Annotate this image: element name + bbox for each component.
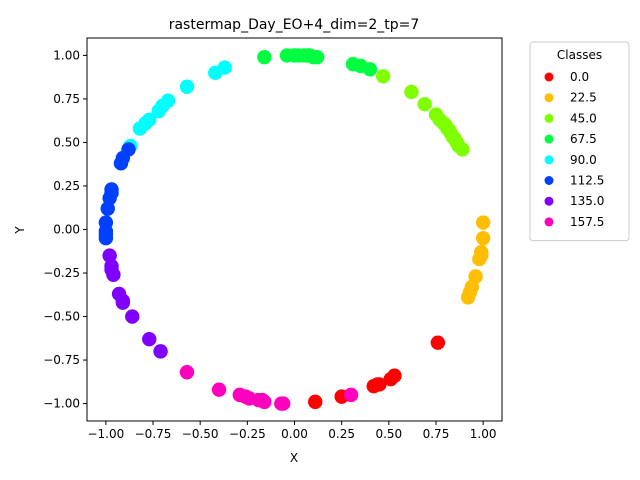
point-class-5-6 (100, 201, 115, 216)
legend-box (529, 41, 630, 242)
y-axis: −1.00 −0.75 −0.50 −0.25 0.00 0.25 0.50 0.75 1.00 (43, 48, 87, 411)
point-class-5-2 (113, 156, 129, 171)
legend-label-5: 112.5 (570, 174, 604, 188)
y-axis-label: Y (13, 226, 27, 235)
legend-marker-3 (544, 134, 554, 144)
point-class-2-1 (404, 84, 419, 100)
y-tick-label: 0.00 (53, 223, 80, 237)
point-class-0-6 (387, 368, 402, 383)
legend-label-6: 135.0 (570, 194, 604, 208)
y-tick-label: 1.00 (53, 48, 80, 62)
point-class-2-14 (455, 142, 470, 157)
legend-label-1: 22.5 (570, 91, 597, 105)
point-class-1-0 (475, 215, 491, 230)
point-class-3-8 (309, 49, 325, 65)
legend-marker-6 (544, 196, 554, 206)
point-class-3-11 (362, 62, 378, 77)
point-class-0-0 (308, 394, 323, 410)
point-class-7-9 (274, 396, 289, 411)
point-class-4-1 (208, 65, 223, 81)
x-tick-label: 0.75 (423, 427, 450, 441)
x-tick-label: −0.75 (135, 427, 172, 441)
point-class-6-7 (125, 309, 140, 324)
point-class-5-10 (98, 231, 114, 246)
point-class-0-7 (430, 335, 446, 350)
x-tick-label: 0.50 (375, 427, 402, 441)
point-class-2-2 (417, 96, 432, 112)
point-class-1-4 (472, 251, 487, 267)
point-class-4-8 (132, 121, 148, 136)
point-class-6-8 (142, 331, 157, 347)
legend-label-3: 67.5 (570, 132, 597, 146)
point-class-6-6 (115, 295, 131, 310)
legend-label-7: 157.5 (570, 215, 604, 229)
y-tick-label: −0.75 (43, 353, 80, 367)
point-class-3-0 (257, 49, 272, 65)
x-tick-label: −1.00 (87, 427, 124, 441)
y-tick-label: 0.50 (53, 135, 80, 149)
legend-marker-4 (544, 155, 554, 165)
point-class-7-0 (179, 365, 195, 380)
plot-area (86, 37, 503, 422)
point-class-7-1 (211, 382, 227, 397)
legend-marker-5 (544, 176, 554, 185)
legend-marker-0 (544, 72, 554, 82)
chart-title: rastermap_Day_EO+4_dim=2_tp=7 (169, 17, 420, 33)
plot-frame (86, 37, 503, 422)
legend-label-0: 0.0 (570, 70, 589, 84)
x-axis: −1.00 −0.75 −0.50 −0.25 0.00 0.25 0.50 0.75 1.00 (87, 421, 496, 441)
legend: Classes 0.0 22.5 45.0 67.5 90.0 112.5 135.0 157.… (529, 41, 630, 242)
y-tick-label: 0.25 (53, 179, 80, 193)
legend-label-2: 45.0 (570, 111, 597, 125)
y-tick-label: −0.50 (43, 310, 80, 324)
x-tick-label: −0.50 (182, 427, 219, 441)
legend-title: Classes (557, 48, 602, 62)
x-tick-label: 1.00 (470, 427, 497, 441)
point-class-4-2 (179, 79, 195, 94)
x-axis-label: X (290, 451, 298, 465)
point-class-6-3 (106, 267, 121, 282)
point-class-2-0 (375, 69, 391, 84)
x-tick-label: 0.25 (328, 427, 355, 441)
point-class-4-5 (151, 103, 166, 119)
point-class-6-9 (153, 344, 168, 359)
point-class-0-4 (372, 377, 387, 392)
point-class-1-8 (460, 290, 476, 305)
y-tick-label: −0.25 (43, 266, 80, 280)
point-class-7-10 (343, 387, 359, 403)
point-class-1-1 (475, 231, 491, 246)
x-tick-label: −0.25 (229, 427, 266, 441)
y-tick-label: −1.00 (43, 397, 80, 411)
legend-label-4: 90.0 (570, 153, 597, 167)
legend-marker-7 (544, 217, 554, 227)
point-class-7-7 (257, 394, 272, 410)
legend-marker-1 (544, 93, 554, 103)
legend-marker-2 (544, 113, 554, 123)
x-tick-label: 0.00 (281, 427, 308, 441)
y-tick-label: 0.75 (53, 92, 80, 106)
